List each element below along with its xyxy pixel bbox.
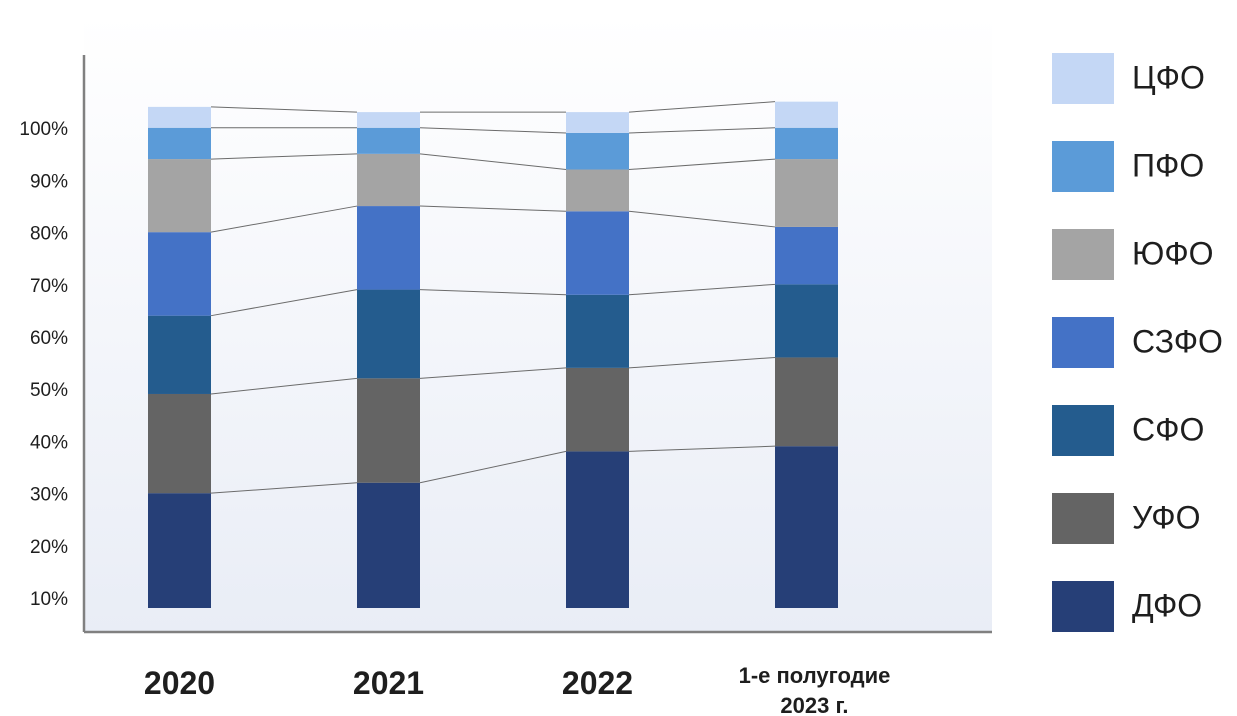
y-tick-label: 100% xyxy=(19,119,68,140)
connector-line xyxy=(628,445,776,452)
bar-segment xyxy=(775,446,838,608)
y-tick-label: 60% xyxy=(30,328,68,349)
connector-line xyxy=(210,289,358,317)
y-axis-tick-labels: 10% 20% 30% 40% 50% 60% 70% 80% 90% 100% xyxy=(19,119,68,610)
legend-swatch xyxy=(1052,141,1114,192)
legend-item: СФО xyxy=(1052,405,1204,456)
legend-item: СЗФО xyxy=(1052,317,1223,368)
bar-segment xyxy=(566,112,629,133)
bars xyxy=(148,101,838,608)
legend-swatch xyxy=(1052,493,1114,544)
connector-line xyxy=(210,205,358,233)
bar-segment xyxy=(775,284,838,358)
x-category-label: 2021 xyxy=(353,665,424,701)
x-axis-category-labels: 2020 2021 2022 1-е полугодие 2023 г. xyxy=(144,663,890,716)
y-tick-label: 50% xyxy=(30,380,68,401)
bar-segment xyxy=(775,357,838,447)
connector-line xyxy=(628,356,776,369)
legend-item: ЮФО xyxy=(1052,229,1214,280)
bar-segment xyxy=(566,451,629,608)
legend-label: ДФО xyxy=(1132,587,1202,623)
bar-stack xyxy=(775,101,838,608)
bar-stack xyxy=(357,112,420,608)
y-tick-label: 80% xyxy=(30,224,68,245)
legend-swatch xyxy=(1052,53,1114,104)
connector-lines xyxy=(210,101,776,494)
bar-segment xyxy=(148,232,211,316)
bar-segment xyxy=(566,367,629,452)
bar-segment xyxy=(148,106,211,128)
connector-line xyxy=(419,289,567,296)
bar-segment xyxy=(357,289,420,379)
plot-background xyxy=(84,15,992,632)
y-tick-label: 30% xyxy=(30,485,68,506)
connector-line xyxy=(419,127,567,134)
legend-item: ПФО xyxy=(1052,141,1204,192)
legend-label: ЮФО xyxy=(1132,235,1214,271)
bar-stack xyxy=(148,106,211,608)
bar-segment xyxy=(148,127,211,160)
y-tick-label: 70% xyxy=(30,276,68,297)
y-tick-label: 40% xyxy=(30,432,68,453)
legend-swatch xyxy=(1052,581,1114,632)
legend-label: ПФО xyxy=(1132,147,1204,183)
bar-segment xyxy=(566,294,629,368)
bar-segment xyxy=(775,127,838,160)
bar-segment xyxy=(357,482,420,608)
legend-label: СФО xyxy=(1132,411,1204,447)
bar-segment xyxy=(357,127,420,154)
x-category-label: 1-е полугодие 2023 г. xyxy=(739,663,891,716)
connector-line xyxy=(210,153,358,160)
bar-segment xyxy=(148,315,211,394)
bar-segment xyxy=(775,159,838,227)
bar-segment xyxy=(148,493,211,608)
y-tick-label: 20% xyxy=(30,537,68,558)
connector-line xyxy=(628,101,776,113)
connector-line xyxy=(210,106,358,113)
bar-segment xyxy=(775,101,838,128)
x-category-label: 2020 xyxy=(144,665,215,701)
legend-swatch xyxy=(1052,405,1114,456)
legend-item: ДФО xyxy=(1052,581,1202,632)
connector-line xyxy=(628,127,776,134)
connector-line xyxy=(419,205,567,212)
legend-item: УФО xyxy=(1052,493,1200,544)
legend-label: УФО xyxy=(1132,499,1200,535)
legend: ЦФО ПФО ЮФО СЗФО СФО УФО ДФО xyxy=(1052,53,1223,632)
legend-label: СЗФО xyxy=(1132,323,1223,359)
bar-segment xyxy=(775,226,838,285)
bar-segment xyxy=(566,132,629,170)
connector-line xyxy=(628,210,776,228)
bar-stack xyxy=(566,112,629,608)
connector-line xyxy=(210,377,358,395)
connector-line xyxy=(628,158,776,171)
bar-segment xyxy=(566,169,629,212)
bar-segment xyxy=(148,159,211,233)
bar-segment xyxy=(566,211,629,295)
connector-line xyxy=(419,450,567,484)
legend-swatch xyxy=(1052,229,1114,280)
legend-item: ЦФО xyxy=(1052,53,1205,104)
connector-line xyxy=(628,283,776,296)
bar-segment xyxy=(148,393,211,494)
connector-line xyxy=(419,367,567,379)
legend-label: ЦФО xyxy=(1132,59,1205,95)
legend-swatch xyxy=(1052,317,1114,368)
connector-line xyxy=(210,482,358,494)
bar-segment xyxy=(357,153,420,207)
x-category-label: 2022 xyxy=(562,665,633,701)
connector-line xyxy=(419,153,567,171)
bar-segment xyxy=(357,112,420,128)
bar-segment xyxy=(357,206,420,290)
y-tick-label: 10% xyxy=(30,589,68,610)
bar-segment xyxy=(357,378,420,483)
y-tick-label: 90% xyxy=(30,171,68,192)
